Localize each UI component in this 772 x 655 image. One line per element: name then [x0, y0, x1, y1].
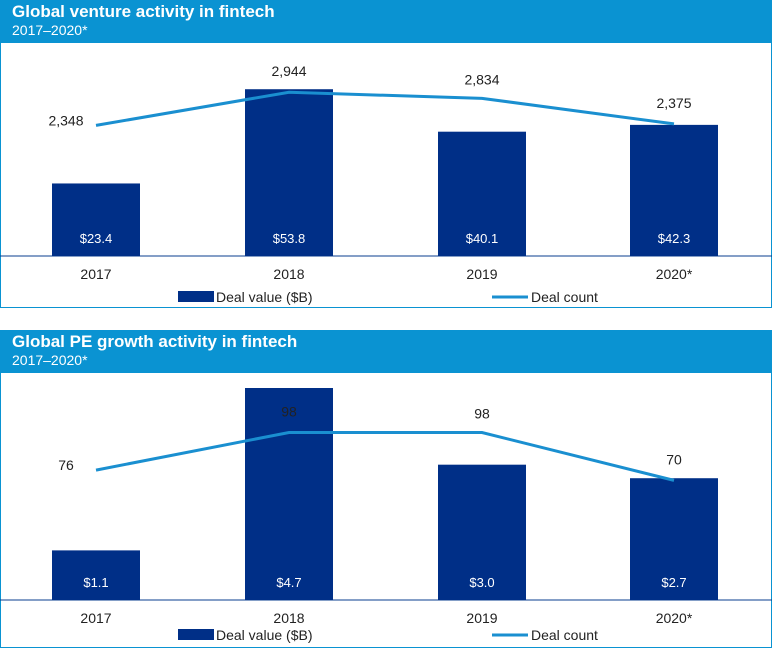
chart-header-venture: Global venture activity in fintech 2017–… — [0, 0, 772, 42]
chart-subtitle: 2017–2020* — [12, 22, 88, 38]
line-value-label: 76 — [58, 457, 74, 473]
legend-line-label: Deal count — [531, 289, 598, 305]
line-value-label: 2,944 — [271, 63, 306, 79]
x-tick-label: 2017 — [80, 610, 111, 626]
bar-2019 — [438, 464, 526, 600]
bar-2017 — [52, 183, 140, 256]
chart-pe: $1.1 $4.7 $3.0 $2.7 76 98 98 70 2017 2018 2019 2020… — [0, 372, 772, 650]
legend-bar-swatch — [178, 629, 214, 640]
bar-2018 — [245, 89, 333, 256]
line-value-label: 98 — [281, 404, 297, 420]
line-value-label: 70 — [666, 451, 682, 467]
chart-header-pe: Global PE growth activity in fintech 201… — [0, 330, 772, 372]
bar-value-label: $23.4 — [80, 231, 113, 246]
chart-svg-pe: $1.1 $4.7 $3.0 $2.7 76 98 98 70 2017 2018 2019 2020… — [0, 372, 772, 648]
x-tick-label: 2019 — [466, 610, 497, 626]
x-tick-label: 2020* — [656, 610, 693, 626]
line-value-label: 98 — [474, 406, 490, 422]
x-tick-label: 2018 — [273, 266, 304, 282]
x-tick-label: 2019 — [466, 266, 497, 282]
chart-title: Global PE growth activity in fintech — [12, 332, 298, 351]
legend-bar-label: Deal value ($B) — [216, 289, 313, 305]
bar-value-label: $1.1 — [83, 575, 108, 590]
bar-value-label: $3.0 — [469, 575, 494, 590]
bar-2018 — [245, 388, 333, 600]
x-tick-label: 2017 — [80, 266, 111, 282]
deal-count-line — [95, 431, 675, 482]
bar-2020* — [630, 478, 718, 600]
x-tick-label: 2020* — [656, 266, 693, 282]
line-value-label: 2,834 — [464, 71, 499, 87]
chart-subtitle: 2017–2020* — [12, 352, 88, 368]
bar-value-label: $4.7 — [276, 575, 301, 590]
bar-2017 — [52, 550, 140, 600]
bar-value-label: $53.8 — [273, 231, 306, 246]
bar-value-label: $40.1 — [466, 231, 499, 246]
chart-svg-venture: $23.4 $53.8 $40.1 $42.3 2,348 2,944 2,834 2,375… — [0, 42, 772, 308]
line-value-label: 2,348 — [48, 112, 83, 128]
legend-line-label: Deal count — [531, 627, 598, 643]
bar-2020* — [630, 124, 718, 257]
chart-venture: $23.4 $53.8 $40.1 $42.3 2,348 2,944 2,834 2,375… — [0, 42, 772, 312]
legend-bar-swatch — [178, 291, 214, 302]
legend-bar-label: Deal value ($B) — [216, 627, 313, 643]
deal-count-line — [95, 90, 675, 127]
bar-value-label: $2.7 — [661, 575, 686, 590]
bar-2019 — [438, 131, 526, 256]
bar-value-label: $42.3 — [658, 231, 691, 246]
chart-title: Global venture activity in fintech — [12, 2, 275, 21]
line-value-label: 2,375 — [656, 95, 691, 111]
x-tick-label: 2018 — [273, 610, 304, 626]
